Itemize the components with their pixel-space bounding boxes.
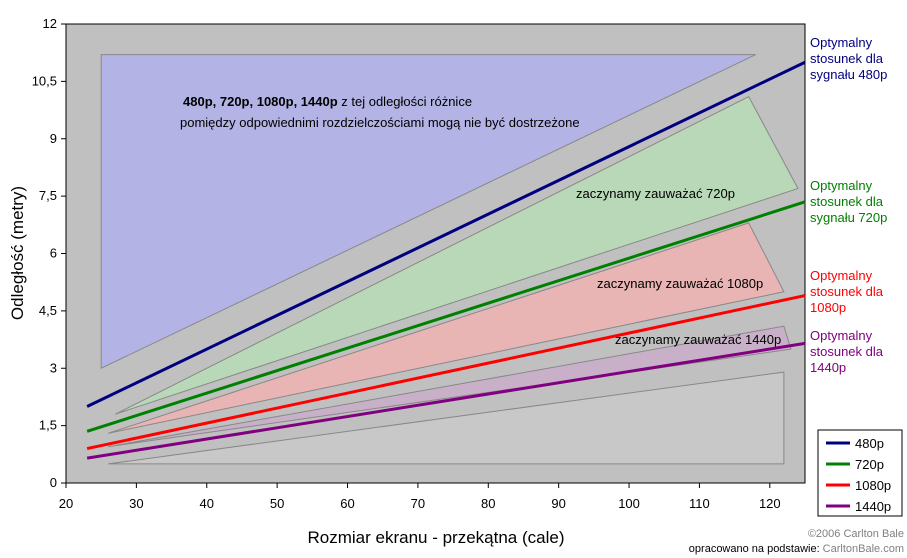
x-tick-label: 30 [129, 496, 143, 511]
side-label-720p: Optymalny stosunek dla sygnału 720p [810, 178, 887, 225]
y-axis: 0 1,5 3 4,5 6 7,5 9 10,5 12 [32, 16, 66, 490]
y-tick-label: 7,5 [39, 188, 57, 203]
series-line-1080p [86, 294, 806, 451]
side-label-1440p: Optymalny stosunek dla 1440p [810, 328, 884, 375]
source-credit: opracowano na podstawie: CarltonBale.com [689, 543, 904, 555]
y-tick-label: 10,5 [32, 73, 57, 88]
legend: 480p 720p 1080p 1440p [817, 429, 903, 517]
side-label-line: Optymalny [810, 268, 873, 283]
annotation-1440p: zaczynamy zauważać 1440p [615, 332, 781, 347]
series-layer [86, 60, 806, 460]
source-label: opracowano na podstawie: [689, 543, 820, 555]
side-label-line: stosunek dla [810, 284, 884, 299]
legend-label-720p: 720p [855, 457, 884, 472]
y-tick-label: 0 [50, 475, 57, 490]
legend-label-480p: 480p [855, 436, 884, 451]
legend-items: 480p 720p 1080p 1440p [826, 436, 891, 514]
x-tick-label: 40 [200, 496, 214, 511]
annotation-480p-line1: 480p, 720p, 1080p, 1440p z tej odległośc… [183, 94, 472, 109]
x-tick-label: 50 [270, 496, 284, 511]
x-tick-label: 70 [411, 496, 425, 511]
x-tick-label: 120 [759, 496, 781, 511]
regions-layer [100, 54, 799, 465]
y-tick-label: 1,5 [39, 418, 57, 433]
x-tick-label: 90 [551, 496, 565, 511]
series-line-480p [86, 60, 806, 408]
side-label-line: sygnału 720p [810, 210, 887, 225]
y-tick-label: 3 [50, 360, 57, 375]
copyright: ©2006 Carlton Bale [808, 528, 904, 540]
x-tick-label: 110 [689, 496, 710, 511]
y-tick-label: 4,5 [39, 303, 57, 318]
x-axis: 20 30 40 50 60 70 80 90 100 110 120 [59, 483, 781, 511]
region-1 [115, 96, 799, 415]
annotation-1080p: zaczynamy zauważać 1080p [597, 276, 763, 291]
region-2 [108, 222, 785, 434]
side-label-1080p: Optymalny stosunek dla 1080p [810, 268, 884, 315]
x-tick-label: 60 [340, 496, 354, 511]
side-label-line: Optymalny [810, 328, 873, 343]
annotation-720p: zaczynamy zauważać 720p [576, 186, 735, 201]
annotation-480p-bold: 480p, 720p, 1080p, 1440p [183, 94, 338, 109]
side-label-480p: Optymalny stosunek dla sygnału 480p [810, 35, 887, 82]
y-tick-label: 12 [43, 16, 57, 31]
legend-label-1440p: 1440p [855, 499, 891, 514]
side-label-line: Optymalny [810, 35, 873, 50]
side-label-line: Optymalny [810, 178, 873, 193]
region-0 [100, 54, 756, 370]
x-tick-label: 100 [618, 496, 640, 511]
region-4 [108, 371, 785, 465]
side-label-line: stosunek dla [810, 51, 884, 66]
series-line-720p [86, 200, 806, 433]
annotation-480p-rest: z tej odległości różnice [338, 94, 472, 109]
y-tick-label: 6 [50, 246, 57, 261]
side-label-line: 1440p [810, 360, 846, 375]
source-site: CarltonBale.com [823, 543, 904, 555]
annotation-480p-line2: pomiędzy odpowiednimi rozdzielczościami … [180, 115, 580, 130]
side-labels: Optymalny stosunek dla sygnału 480pOptymal… [810, 35, 887, 375]
series-line-1440p [86, 341, 806, 460]
side-label-line: sygnału 480p [810, 67, 887, 82]
x-axis-title: Rozmiar ekranu - przekątna (cale) [308, 528, 565, 547]
side-label-line: 1080p [810, 300, 846, 315]
x-tick-label: 80 [481, 496, 495, 511]
side-label-line: stosunek dla [810, 344, 884, 359]
x-tick-label: 20 [59, 496, 73, 511]
side-label-line: stosunek dla [810, 194, 884, 209]
y-tick-label: 9 [50, 131, 57, 146]
region-3 [108, 325, 792, 448]
legend-label-1080p: 1080p [855, 478, 891, 493]
y-axis-title: Odległość (metry) [8, 186, 27, 320]
